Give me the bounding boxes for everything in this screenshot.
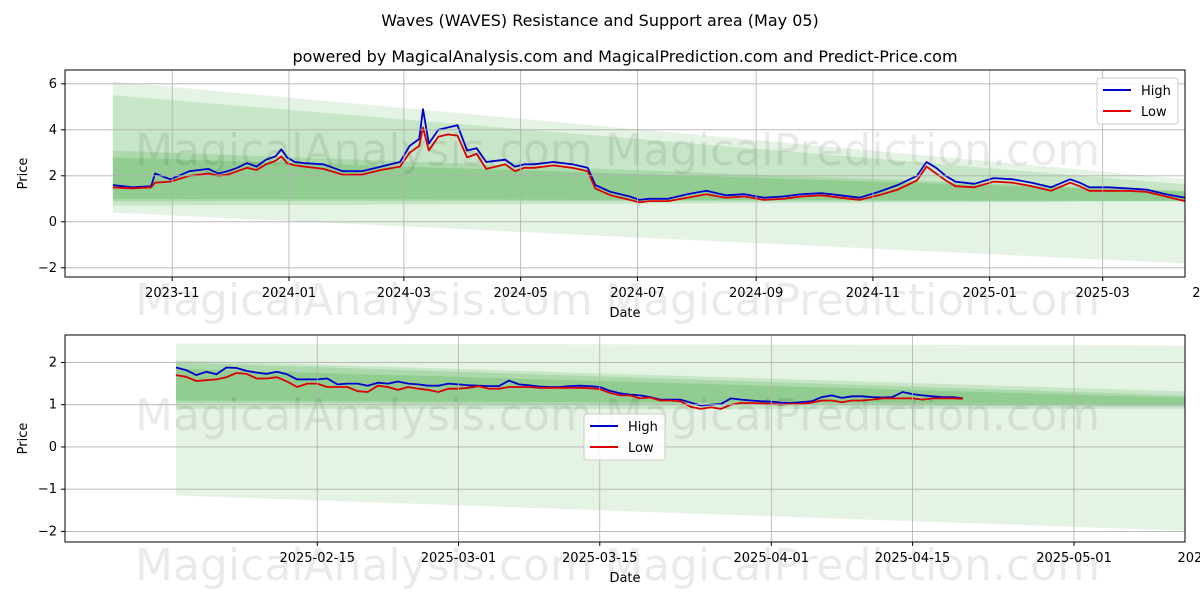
y-tick-label: 2 <box>49 355 57 370</box>
y-axis-label: Price <box>16 158 31 190</box>
bottom-chart: MagicalAnalysis.com MagicalPrediction.com… <box>16 334 1200 591</box>
x-tick-label: 2025-02-15 <box>279 551 355 566</box>
x-tick-label: 2024-03 <box>377 286 431 301</box>
x-axis-label: Date <box>609 571 640 586</box>
x-tick-label: 2024-11 <box>846 286 900 301</box>
legend-label-high: High <box>628 420 658 435</box>
watermark-left: MagicalAnalysis.com <box>135 125 593 176</box>
series-line-low <box>175 372 964 410</box>
x-tick-label: 2025-01 <box>963 286 1017 301</box>
legend: High Low <box>1096 77 1179 125</box>
y-tick-label: −2 <box>38 261 57 276</box>
legend-label-high: High <box>1141 84 1171 99</box>
watermark-right: MagicalPrediction.com <box>605 390 1100 441</box>
x-tick-label: 2025-03-01 <box>421 551 497 566</box>
watermark-left-low: MagicalAnalysis.com <box>135 275 593 326</box>
y-axis-label: Price <box>16 423 31 455</box>
series-line-high <box>175 366 964 407</box>
x-tick-label: 2025-04-01 <box>734 551 810 566</box>
plot-area <box>175 343 1185 531</box>
x-tick-label: 2025-05 <box>1192 286 1200 301</box>
watermark-left-low: MagicalAnalysis.com <box>135 540 593 591</box>
y-tick-label: 4 <box>49 123 57 138</box>
y-tick-label: 2 <box>49 169 57 184</box>
y-tick-label: −1 <box>38 482 57 497</box>
legend-label-low: Low <box>628 441 654 456</box>
y-tick-label: 1 <box>49 398 57 413</box>
x-tick-label: 2025-05-15 <box>1177 551 1200 566</box>
chart-title: Waves (WAVES) Resistance and Support are… <box>381 11 819 30</box>
watermark-right-low: MagicalPrediction.com <box>605 275 1100 326</box>
x-tick-label: 2024-01 <box>262 286 316 301</box>
axes-frame <box>64 69 1186 278</box>
x-tick-label: 2024-05 <box>493 286 547 301</box>
chart-subtitle: powered by MagicalAnalysis.com and Magic… <box>292 47 957 66</box>
y-tick-label: 6 <box>49 77 57 92</box>
x-tick-label: 2025-05-01 <box>1036 551 1112 566</box>
y-tick-label: 0 <box>49 215 57 230</box>
watermark-right: MagicalPrediction.com <box>605 125 1100 176</box>
legend-label-low: Low <box>1141 105 1167 120</box>
x-tick-label: 2024-07 <box>610 286 664 301</box>
x-tick-label: 2023-11 <box>145 286 199 301</box>
x-tick-label: 2025-03-15 <box>562 551 638 566</box>
y-tick-label: 0 <box>49 440 57 455</box>
support-resistance-band <box>112 157 1185 201</box>
x-axis-label: Date <box>609 306 640 321</box>
support-resistance-band <box>112 81 1185 264</box>
x-tick-label: 2025-03 <box>1076 286 1130 301</box>
top-chart: MagicalAnalysis.com MagicalPrediction.com… <box>16 69 1200 326</box>
watermark-right-low: MagicalPrediction.com <box>605 540 1100 591</box>
support-resistance-band <box>112 95 1185 206</box>
y-tick-label: −2 <box>38 524 57 539</box>
series-line-high <box>112 108 1185 201</box>
x-tick-label: 2025-04-15 <box>875 551 951 566</box>
x-tick-label: 2024-09 <box>729 286 783 301</box>
plot-area <box>112 81 1185 264</box>
series-line-low <box>112 126 1185 204</box>
axes-frame <box>64 334 1186 543</box>
legend: High Low <box>583 413 666 461</box>
watermark-left: MagicalAnalysis.com <box>135 390 593 441</box>
